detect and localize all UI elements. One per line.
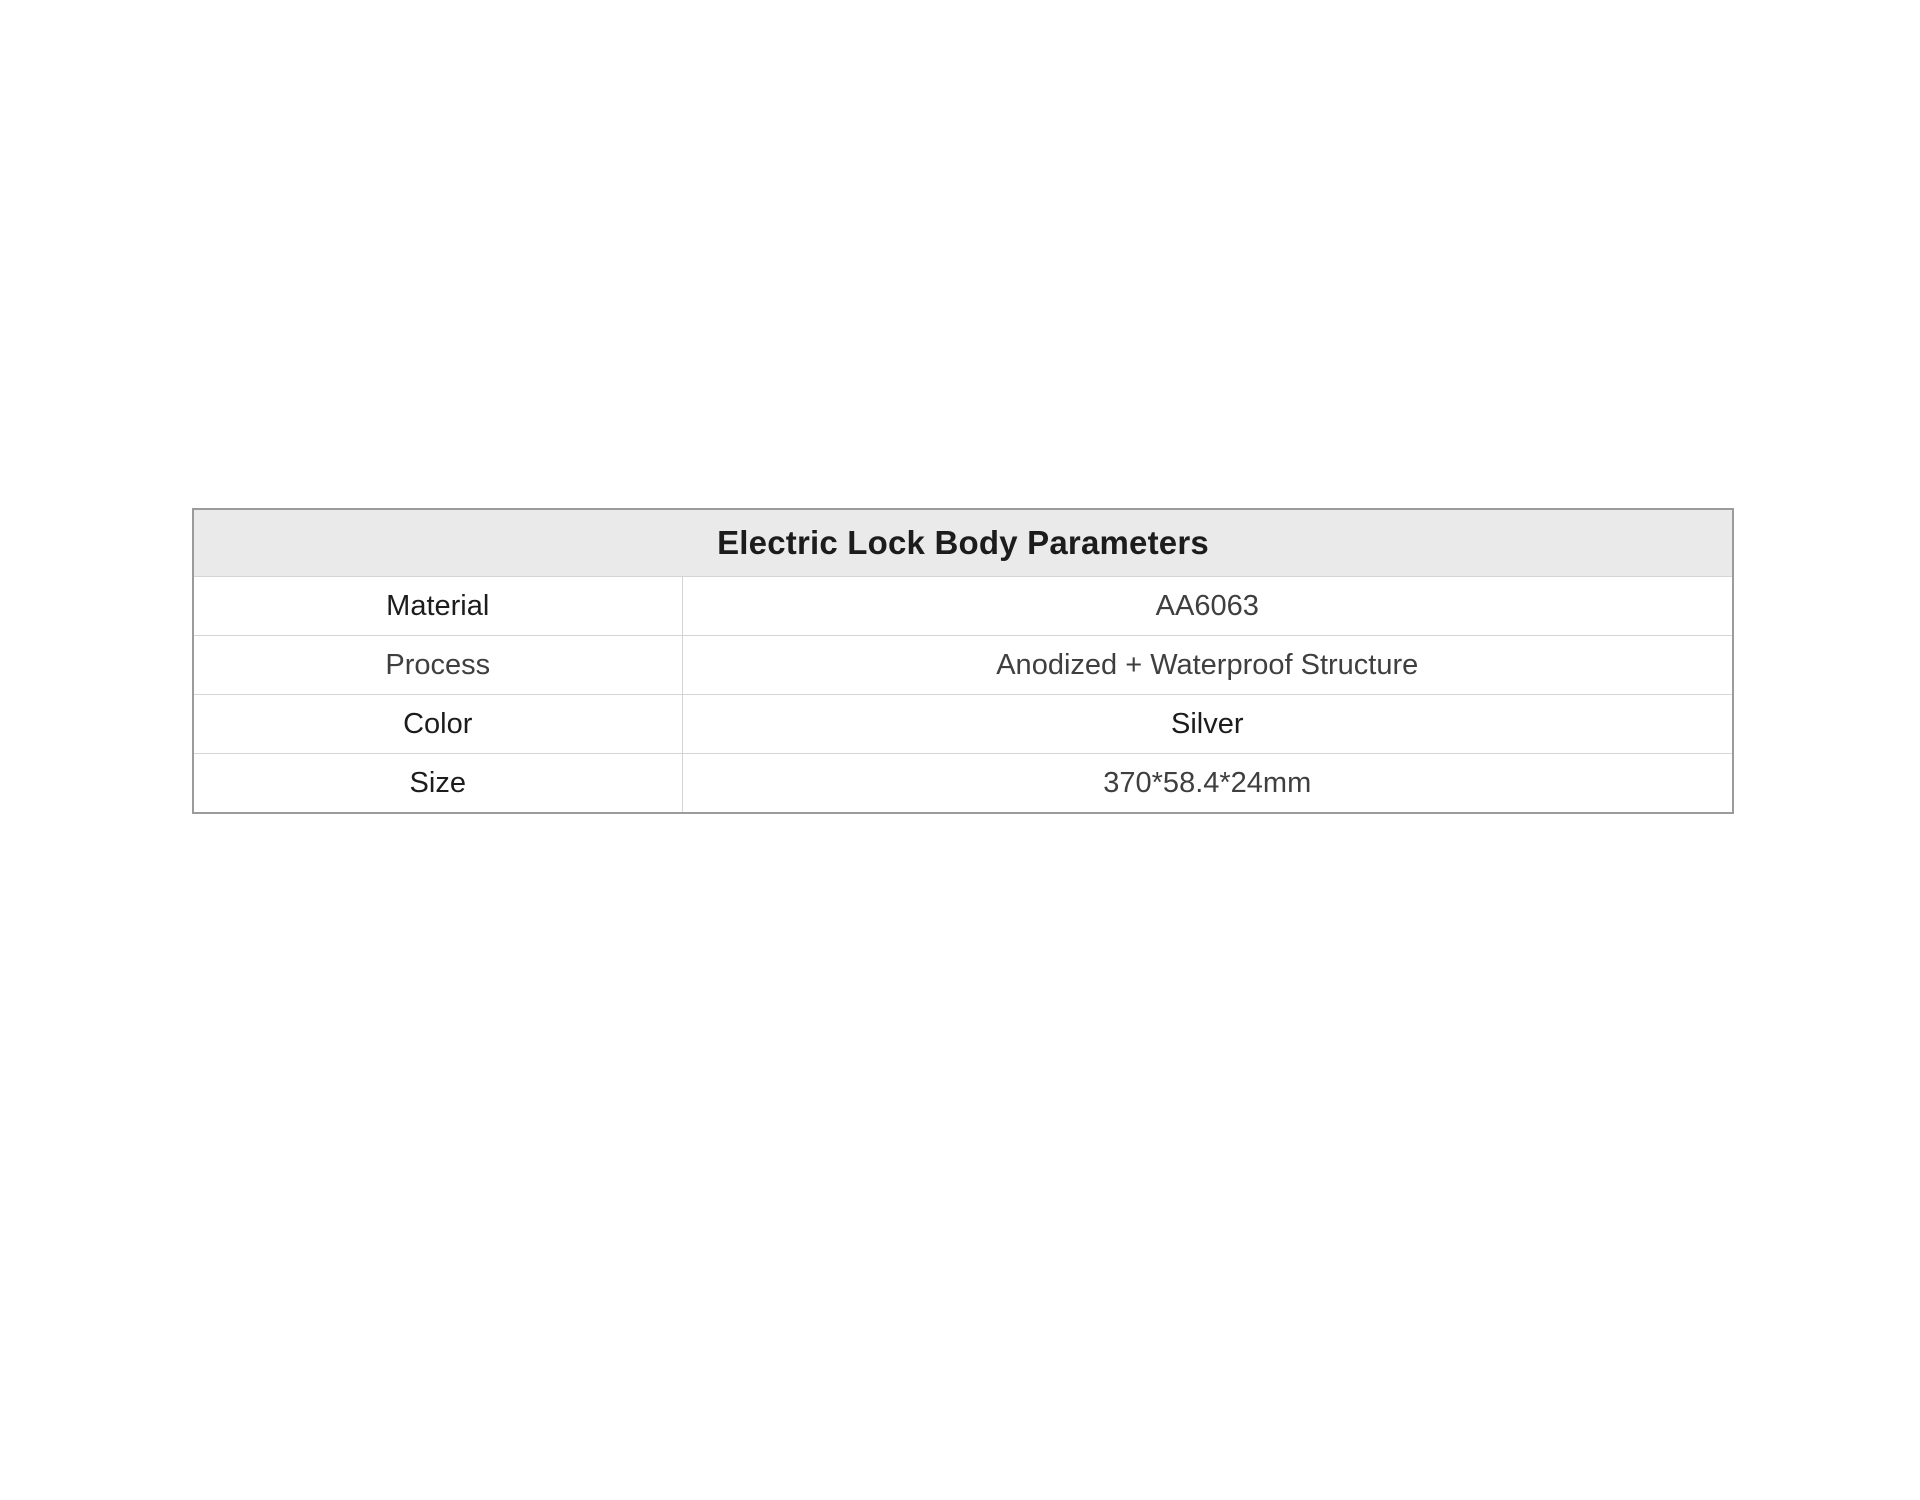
material-value: AA6063: [681, 576, 1734, 636]
table-title: Electric Lock Body Parameters: [193, 509, 1734, 577]
process-value: Anodized + Waterproof Structure: [681, 635, 1734, 695]
size-label: Size: [192, 753, 683, 814]
color-label: Color: [192, 694, 683, 754]
row-material: Material AA6063: [192, 576, 1734, 636]
process-label: Process: [192, 635, 683, 695]
row-size: Size 370*58.4*24mm: [192, 753, 1734, 814]
color-value: Silver: [681, 694, 1734, 754]
table-header-row: Electric Lock Body Parameters: [193, 509, 1734, 577]
row-process: Process Anodized + Waterproof Structure: [192, 635, 1734, 695]
material-label: Material: [192, 576, 683, 636]
row-color: Color Silver: [192, 694, 1734, 754]
spec-table: Electric Lock Body Parameters Material A…: [192, 508, 1735, 814]
size-value: 370*58.4*24mm: [681, 753, 1734, 814]
